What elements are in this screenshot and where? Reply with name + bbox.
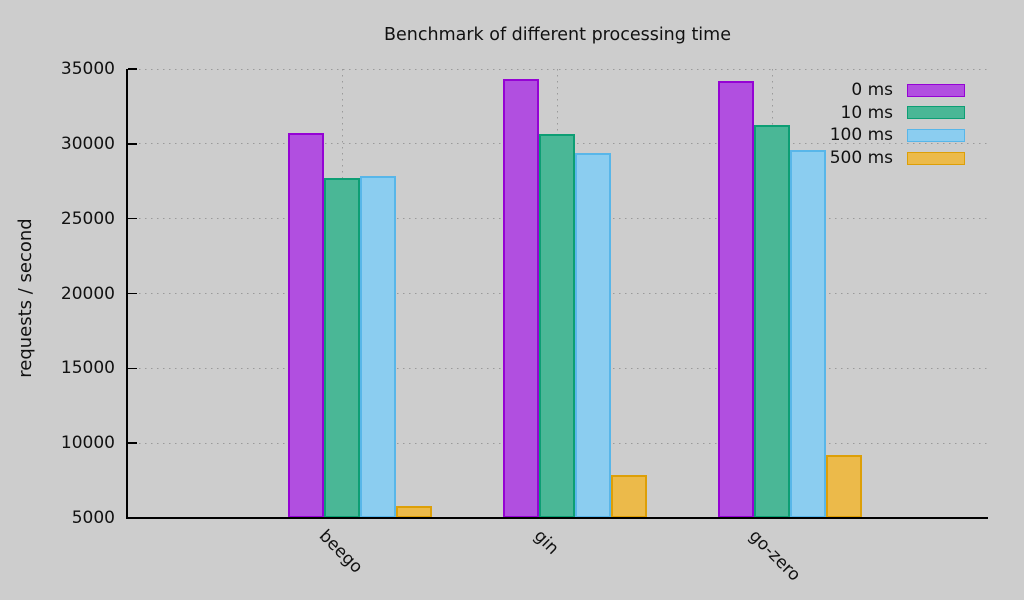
bar [503, 79, 539, 518]
bar [754, 125, 790, 518]
y-tick-mark [128, 68, 137, 70]
bar [396, 506, 432, 518]
y-tick-label: 15000 [60, 358, 115, 379]
bar [575, 152, 611, 518]
legend-swatch [907, 83, 965, 97]
legend-label: 500 ms [829, 148, 893, 169]
bar [611, 474, 647, 518]
x-category-label: go-zero [744, 526, 805, 586]
x-category-label: gin [529, 526, 563, 559]
legend-label: 100 ms [829, 125, 893, 146]
y-tick-label: 20000 [60, 283, 115, 304]
bar [790, 149, 826, 518]
bar [826, 455, 862, 518]
legend-swatch [907, 106, 965, 120]
y-tick-label: 35000 [60, 59, 115, 79]
chart-title: Benchmark of different processing time [384, 25, 731, 45]
bar [324, 178, 360, 518]
legend-label: 0 ms [851, 80, 893, 100]
y-axis-line [126, 69, 128, 518]
x-category-label: beego [314, 526, 367, 578]
legend-swatch [907, 151, 965, 165]
legend-label: 10 ms [840, 102, 893, 123]
x-axis-line [126, 517, 988, 519]
bar [288, 133, 324, 518]
y-tick-label: 5000 [71, 508, 115, 528]
bar [539, 134, 575, 518]
bar [360, 176, 396, 518]
legend-swatch [907, 128, 965, 142]
y-tick-mark [128, 143, 137, 145]
y-tick-mark [128, 217, 137, 220]
y-tick-mark [128, 292, 137, 295]
y-tick-label: 25000 [60, 208, 115, 229]
y-tick-label: 10000 [60, 433, 115, 454]
y-tick-mark [128, 442, 137, 444]
y-tick-label: 30000 [60, 133, 115, 154]
bar [718, 80, 754, 518]
y-tick-mark [128, 367, 137, 370]
